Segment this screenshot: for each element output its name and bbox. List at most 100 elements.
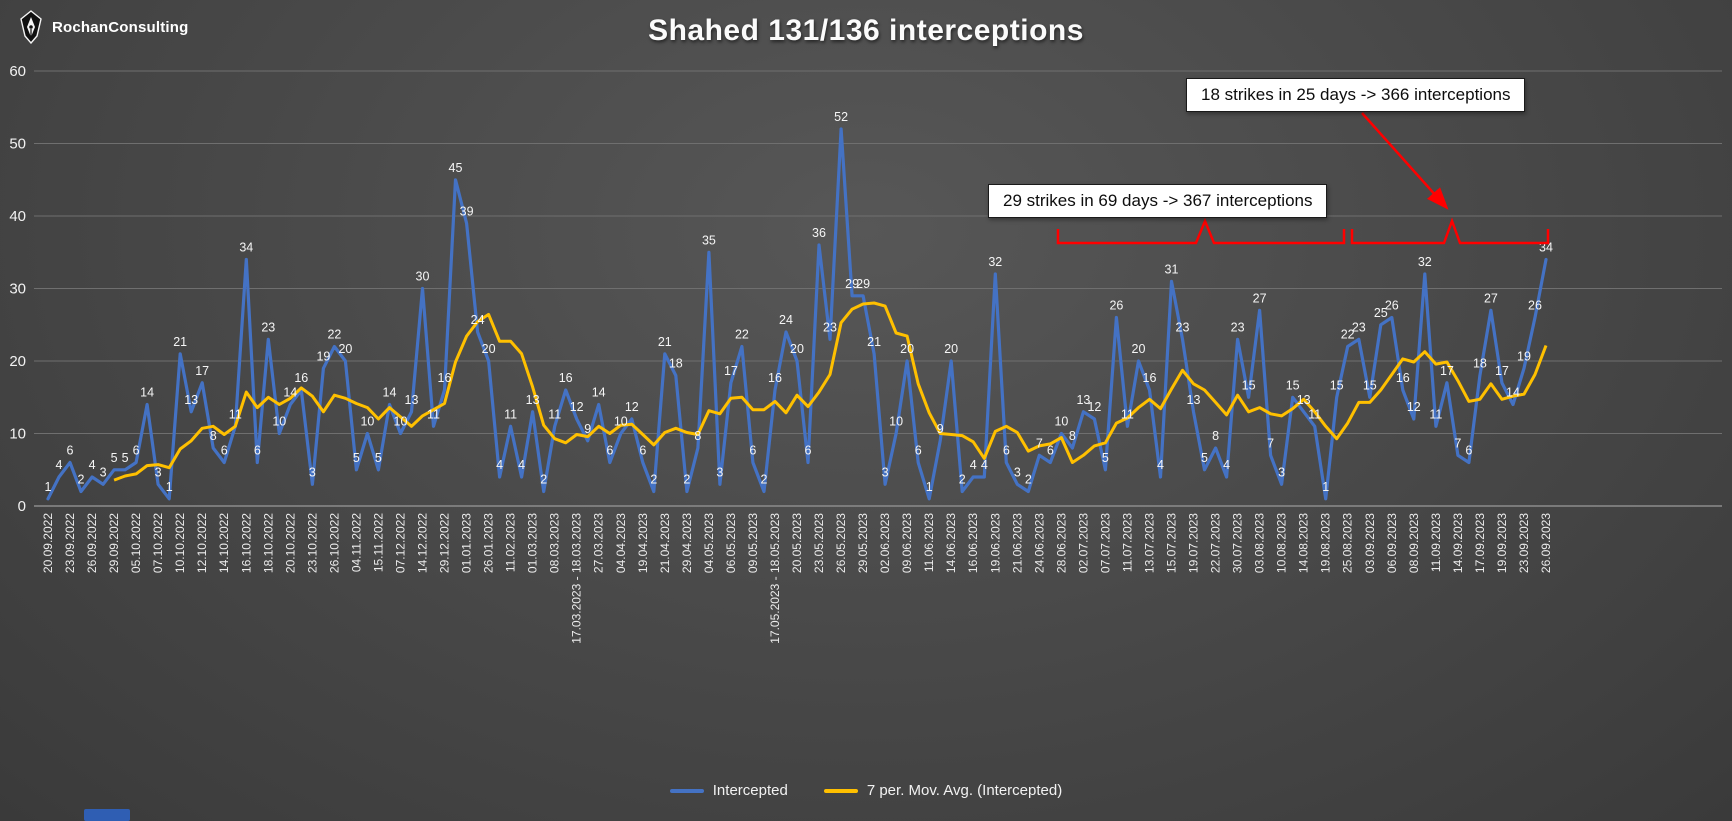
callout-29-strikes: 29 strikes in 69 days -> 367 interceptio… — [988, 184, 1328, 218]
svg-text:8: 8 — [1212, 429, 1219, 443]
svg-text:45: 45 — [449, 161, 463, 175]
svg-text:23: 23 — [1352, 320, 1366, 334]
svg-text:26.01.2023: 26.01.2023 — [482, 513, 496, 573]
svg-text:24: 24 — [779, 313, 793, 327]
svg-text:0: 0 — [18, 498, 26, 515]
svg-text:12: 12 — [1087, 400, 1101, 414]
svg-text:6: 6 — [221, 444, 228, 458]
svg-text:01.01.2023: 01.01.2023 — [460, 513, 474, 573]
svg-text:13: 13 — [405, 393, 419, 407]
svg-text:13: 13 — [1076, 393, 1090, 407]
svg-text:03.08.2023: 03.08.2023 — [1253, 513, 1267, 573]
svg-text:07.07.2023: 07.07.2023 — [1098, 513, 1112, 573]
svg-text:7: 7 — [1454, 436, 1461, 450]
svg-text:21.04.2023: 21.04.2023 — [658, 513, 672, 573]
svg-text:14.06.2023: 14.06.2023 — [944, 513, 958, 573]
legend-label: 7 per. Mov. Avg. (Intercepted) — [866, 782, 1063, 799]
svg-text:30: 30 — [416, 270, 430, 284]
svg-text:14: 14 — [592, 386, 606, 400]
svg-text:7: 7 — [1267, 436, 1274, 450]
svg-text:23.05.2023: 23.05.2023 — [812, 513, 826, 573]
svg-text:26: 26 — [1109, 299, 1123, 313]
svg-text:14.08.2023: 14.08.2023 — [1297, 513, 1311, 573]
svg-text:21: 21 — [658, 335, 672, 349]
svg-text:19.04.2023: 19.04.2023 — [636, 513, 650, 573]
svg-text:25.08.2023: 25.08.2023 — [1341, 513, 1355, 573]
svg-text:32: 32 — [988, 255, 1002, 269]
svg-text:1: 1 — [166, 480, 173, 494]
svg-text:14: 14 — [140, 386, 154, 400]
svg-text:17: 17 — [1495, 364, 1509, 378]
svg-text:5: 5 — [111, 451, 118, 465]
svg-text:29.04.2023: 29.04.2023 — [680, 513, 694, 573]
svg-text:13: 13 — [1187, 393, 1201, 407]
svg-text:13.07.2023: 13.07.2023 — [1142, 513, 1156, 573]
svg-text:14: 14 — [1506, 386, 1520, 400]
svg-text:20.10.2022: 20.10.2022 — [283, 513, 297, 573]
svg-text:12: 12 — [625, 400, 639, 414]
svg-text:6: 6 — [749, 444, 756, 458]
intercepted-line-swatch — [669, 788, 704, 793]
svg-text:15: 15 — [1363, 378, 1377, 392]
svg-text:11: 11 — [1429, 407, 1442, 421]
svg-text:12.10.2022: 12.10.2022 — [195, 513, 209, 573]
svg-text:15: 15 — [1330, 378, 1344, 392]
svg-text:20: 20 — [9, 353, 26, 370]
svg-text:29: 29 — [856, 277, 870, 291]
svg-text:16: 16 — [1143, 371, 1157, 385]
svg-text:16: 16 — [438, 371, 452, 385]
svg-text:11: 11 — [229, 407, 242, 421]
bottom-left-blue-fragment — [84, 809, 130, 821]
svg-text:15: 15 — [1242, 378, 1256, 392]
svg-text:40: 40 — [9, 208, 26, 225]
svg-text:10: 10 — [272, 415, 286, 429]
svg-text:7: 7 — [1036, 436, 1043, 450]
svg-text:10: 10 — [614, 415, 628, 429]
svg-text:13: 13 — [1297, 393, 1311, 407]
svg-text:12: 12 — [570, 400, 584, 414]
svg-text:3: 3 — [309, 465, 316, 479]
svg-text:4: 4 — [496, 458, 503, 472]
svg-text:09.06.2023: 09.06.2023 — [900, 513, 914, 573]
svg-text:9: 9 — [937, 422, 944, 436]
svg-text:23.09.2022: 23.09.2022 — [63, 513, 77, 573]
svg-text:11.06.2023: 11.06.2023 — [922, 513, 936, 572]
svg-text:5: 5 — [353, 451, 360, 465]
svg-text:2: 2 — [650, 473, 657, 487]
svg-text:4: 4 — [56, 458, 63, 472]
svg-text:34: 34 — [1539, 241, 1553, 255]
svg-text:28.06.2023: 28.06.2023 — [1054, 513, 1068, 573]
svg-text:08.09.2023: 08.09.2023 — [1407, 513, 1421, 573]
svg-text:4: 4 — [89, 458, 96, 472]
svg-text:10.08.2023: 10.08.2023 — [1275, 513, 1289, 573]
svg-text:20.09.2022: 20.09.2022 — [41, 513, 55, 573]
svg-text:10: 10 — [360, 415, 374, 429]
svg-text:8: 8 — [694, 429, 701, 443]
svg-text:8: 8 — [210, 429, 217, 443]
svg-text:20: 20 — [338, 342, 352, 356]
svg-text:2: 2 — [683, 473, 690, 487]
logo-text: RochanConsulting — [52, 18, 189, 36]
svg-text:26: 26 — [1528, 299, 1542, 313]
svg-text:20: 20 — [944, 342, 958, 356]
svg-text:27.03.2023: 27.03.2023 — [592, 513, 606, 573]
svg-text:31: 31 — [1165, 262, 1179, 276]
svg-text:17: 17 — [195, 364, 209, 378]
svg-text:16: 16 — [1396, 371, 1410, 385]
svg-text:6: 6 — [1465, 444, 1472, 458]
svg-text:18: 18 — [1473, 357, 1487, 371]
svg-text:26: 26 — [1385, 299, 1399, 313]
svg-text:29.12.2022: 29.12.2022 — [438, 513, 452, 573]
svg-text:23.10.2022: 23.10.2022 — [305, 513, 319, 573]
svg-text:11: 11 — [1308, 407, 1321, 421]
svg-text:6: 6 — [639, 444, 646, 458]
svg-text:20: 20 — [900, 342, 914, 356]
svg-text:11: 11 — [504, 407, 517, 421]
svg-text:50: 50 — [9, 136, 26, 153]
svg-text:04.05.2023: 04.05.2023 — [702, 513, 716, 573]
svg-text:6: 6 — [1047, 444, 1054, 458]
svg-text:19.08.2023: 19.08.2023 — [1319, 513, 1333, 573]
svg-text:05.10.2022: 05.10.2022 — [129, 513, 143, 573]
svg-text:13: 13 — [526, 393, 540, 407]
svg-text:8: 8 — [1069, 429, 1076, 443]
